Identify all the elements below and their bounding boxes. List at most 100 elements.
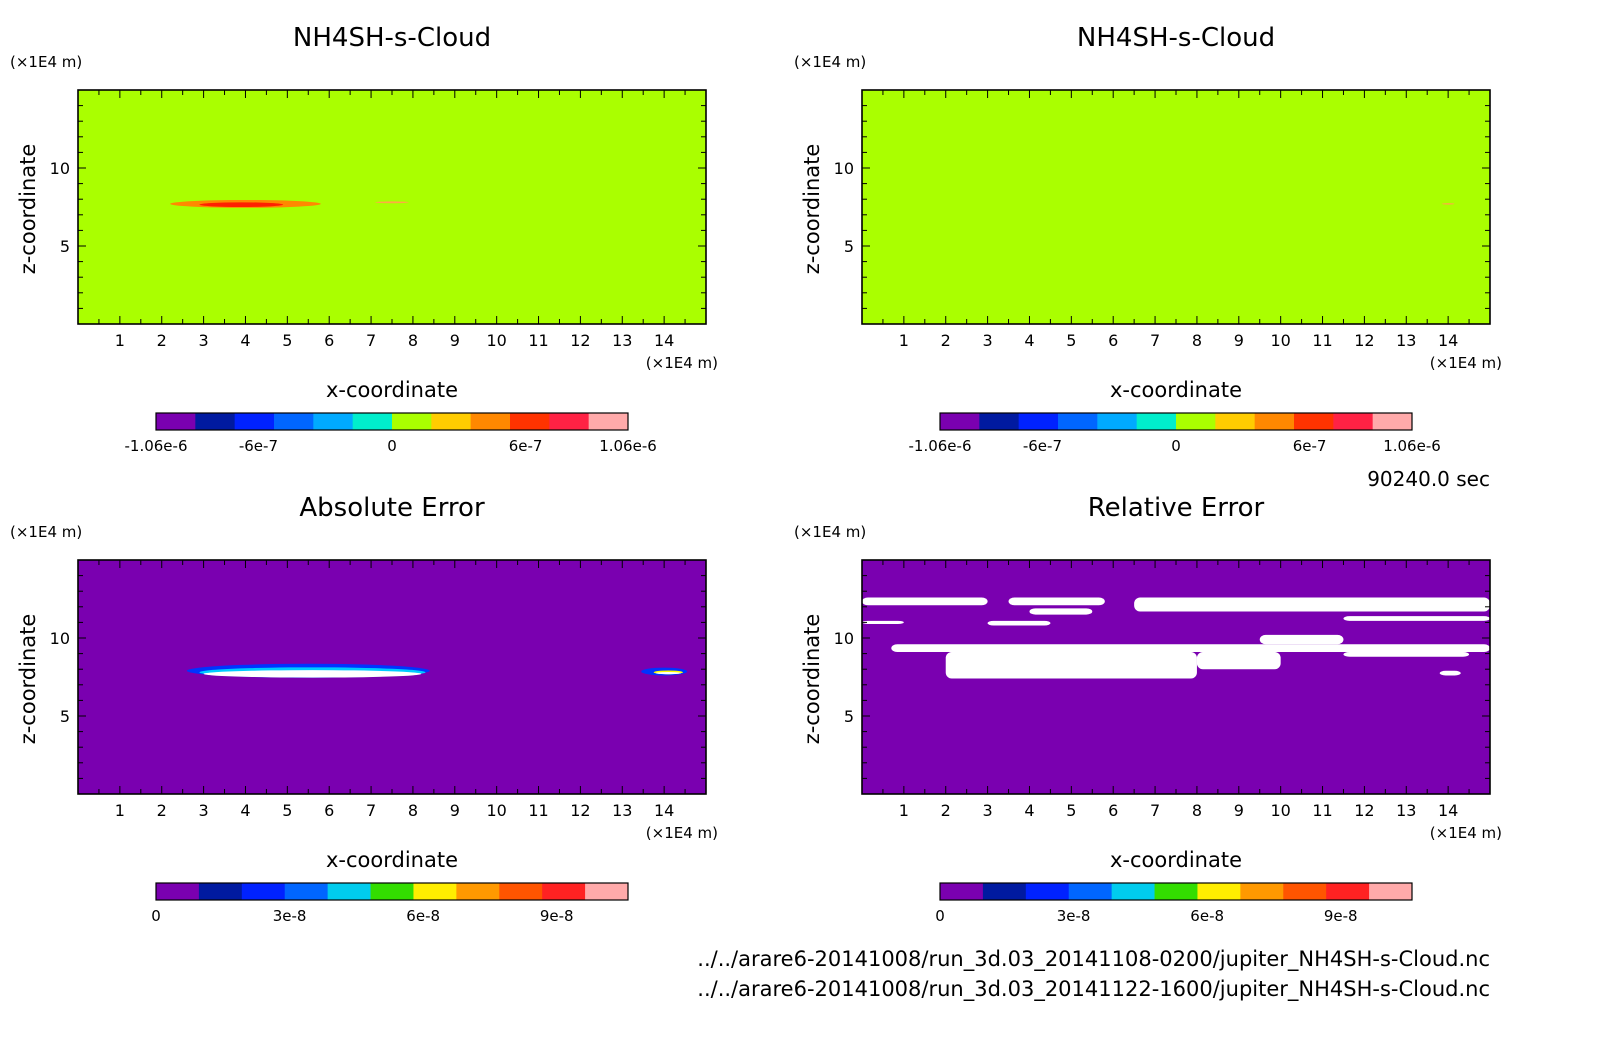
y-tick-label: 5 xyxy=(60,237,70,256)
x-tick-label: 11 xyxy=(1312,801,1332,820)
colorbar-swatch xyxy=(195,413,236,430)
colorbar-tick-label: 1.06e-6 xyxy=(599,437,657,455)
x-tick-label: 8 xyxy=(408,801,418,820)
colorbar-tick-label: 3e-8 xyxy=(273,907,307,925)
colorbar-swatch xyxy=(470,413,511,430)
y-tick-label: 10 xyxy=(834,159,854,178)
colorbar-swatch xyxy=(1254,413,1295,430)
colorbar-swatch xyxy=(198,883,243,900)
heatmap-region xyxy=(1134,597,1490,612)
heatmap-region xyxy=(862,597,988,606)
heatmap-region xyxy=(862,620,904,624)
colorbar-swatch xyxy=(327,883,372,900)
heatmap-region xyxy=(203,670,422,678)
colorbar-swatch xyxy=(413,883,457,900)
heatmap-region xyxy=(1343,652,1470,657)
x-unit-label: (×1E4 m) xyxy=(1430,354,1502,372)
colorbar-swatch xyxy=(588,413,629,430)
colorbar-swatch xyxy=(274,413,314,430)
colorbar-swatch xyxy=(156,413,196,430)
y-axis-label: z-coordinate xyxy=(800,614,824,745)
y-tick-label: 10 xyxy=(50,159,70,178)
colorbar-swatch xyxy=(940,883,984,900)
y-tick-label: 5 xyxy=(60,707,70,726)
x-tick-label: 12 xyxy=(1354,331,1374,350)
chart-title: NH4SH-s-Cloud xyxy=(1077,23,1275,53)
colorbar-tick-label: 0 xyxy=(1171,437,1181,455)
y-unit-label: (×1E4 m) xyxy=(794,523,866,541)
colorbar-tick-label: 6e-8 xyxy=(1190,907,1224,925)
y-axis-label: z-coordinate xyxy=(16,614,40,745)
colorbar-tick-label: 9e-8 xyxy=(1324,907,1358,925)
heatmap-region xyxy=(1441,203,1455,205)
x-tick-label: 5 xyxy=(282,801,292,820)
y-unit-label: (×1E4 m) xyxy=(10,523,82,541)
x-tick-label: 9 xyxy=(450,801,460,820)
x-tick-label: 7 xyxy=(1150,331,1160,350)
x-tick-label: 14 xyxy=(654,801,674,820)
x-tick-label: 13 xyxy=(1396,801,1416,820)
x-tick-label: 11 xyxy=(528,331,548,350)
x-tick-label: 6 xyxy=(1108,801,1118,820)
y-axis-label: z-coordinate xyxy=(800,144,824,275)
colorbar-swatch xyxy=(370,883,414,900)
x-tick-label: 7 xyxy=(366,331,376,350)
colorbar-tick-label: 6e-7 xyxy=(509,437,543,455)
chart-title: Relative Error xyxy=(1088,493,1265,523)
x-unit-label: (×1E4 m) xyxy=(646,824,718,842)
colorbar-swatch xyxy=(1025,883,1070,900)
colorbar-swatch xyxy=(234,413,275,430)
x-tick-label: 2 xyxy=(941,801,951,820)
x-tick-label: 1 xyxy=(899,331,909,350)
colorbar-swatch xyxy=(1176,413,1216,430)
y-tick-label: 10 xyxy=(50,629,70,648)
heatmap-background xyxy=(78,560,706,794)
x-axis-label: x-coordinate xyxy=(1110,848,1242,872)
heatmap-region xyxy=(1343,616,1490,621)
x-tick-label: 13 xyxy=(612,801,632,820)
x-tick-label: 10 xyxy=(1270,331,1290,350)
x-axis-label: x-coordinate xyxy=(326,378,458,402)
x-axis-label: x-coordinate xyxy=(1110,378,1242,402)
x-tick-label: 1 xyxy=(115,801,125,820)
x-tick-label: 12 xyxy=(570,801,590,820)
x-tick-label: 13 xyxy=(1396,331,1416,350)
colorbar-tick-label: 9e-8 xyxy=(540,907,574,925)
x-tick-label: 2 xyxy=(157,801,167,820)
x-tick-label: 3 xyxy=(199,801,209,820)
colorbar-swatch xyxy=(982,883,1027,900)
x-tick-label: 12 xyxy=(570,331,590,350)
x-tick-label: 14 xyxy=(654,331,674,350)
x-tick-label: 4 xyxy=(240,331,250,350)
colorbar-tick-label: 0 xyxy=(935,907,945,925)
colorbar-swatch xyxy=(542,883,586,900)
x-tick-label: 2 xyxy=(941,331,951,350)
file-path-2: ../../arare6-20141008/run_3d.03_20141122… xyxy=(697,977,1490,1002)
colorbar-tick-label: 3e-8 xyxy=(1057,907,1091,925)
y-axis-label: z-coordinate xyxy=(16,144,40,275)
colorbar-swatch xyxy=(241,883,286,900)
colorbar-swatch xyxy=(156,883,200,900)
x-tick-label: 7 xyxy=(1150,801,1160,820)
colorbar-swatch xyxy=(1240,883,1284,900)
x-tick-label: 8 xyxy=(1192,801,1202,820)
x-tick-label: 9 xyxy=(1234,331,1244,350)
x-tick-label: 2 xyxy=(157,331,167,350)
heatmap-region xyxy=(1029,608,1093,615)
x-tick-label: 5 xyxy=(282,331,292,350)
x-tick-label: 5 xyxy=(1066,331,1076,350)
y-unit-label: (×1E4 m) xyxy=(794,53,866,71)
colorbar-swatch xyxy=(352,413,393,430)
colorbar-swatch xyxy=(456,883,500,900)
heatmap-field xyxy=(78,560,706,794)
x-tick-label: 10 xyxy=(486,801,506,820)
colorbar-swatch xyxy=(392,413,432,430)
chart-panel-2: NH4SH-s-Cloud(×1E4 m)1 2 3 4 5 6 7 8 9 10 11 12 13 14… xyxy=(794,23,1502,455)
colorbar-swatch xyxy=(1136,413,1177,430)
x-tick-label: 4 xyxy=(240,801,250,820)
chart-panel-3: Absolute Error(×1E4 m)1 2 3 4 5 6 7 8 9 10 11 12 13 1… xyxy=(10,493,718,925)
colorbar-frame xyxy=(939,412,1413,431)
heatmap-background xyxy=(862,90,1490,324)
y-tick-label: 10 xyxy=(834,629,854,648)
time-label: 90240.0 sec xyxy=(1367,467,1490,491)
